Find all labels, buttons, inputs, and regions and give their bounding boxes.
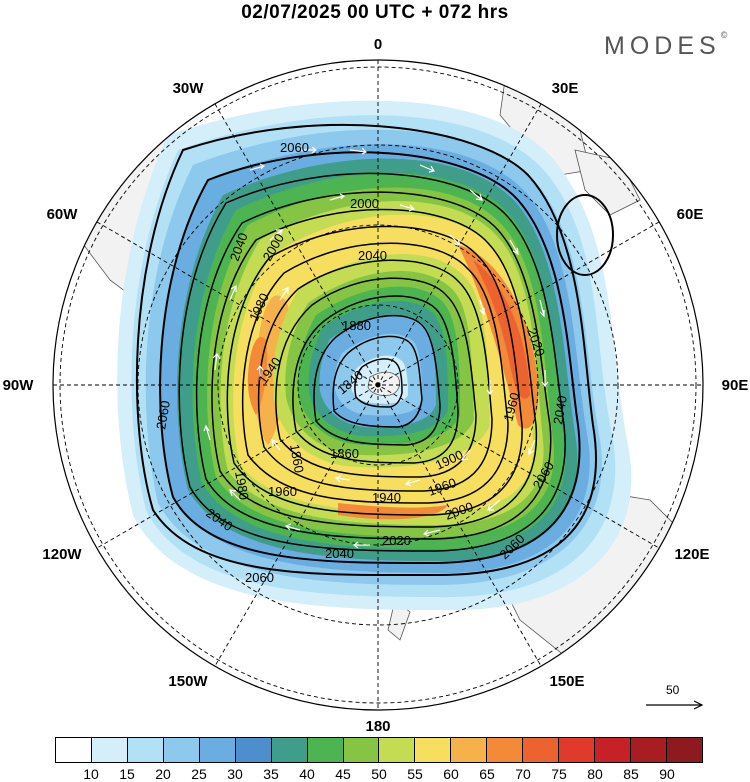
right-arrow-icon	[646, 700, 704, 710]
contour-label: 2020	[382, 533, 411, 548]
lon-label-30e: 30E	[552, 80, 579, 97]
closed-contour-60e	[556, 194, 614, 276]
reference-vector-label: 50	[666, 683, 680, 697]
colorbar-cell	[56, 738, 92, 762]
lon-label-0: 0	[374, 36, 382, 53]
colorbar-label: 65	[479, 766, 495, 782]
colorbar-cell	[595, 738, 631, 762]
lon-label-90e: 90E	[722, 377, 749, 394]
longitude-labels: 0 30E 60E 90E 120E 150E 180 150W 120W 90…	[3, 36, 749, 735]
contour-label: 2060	[153, 399, 173, 430]
colorbar-cell	[235, 738, 272, 762]
africa-south-land	[574, 149, 641, 216]
contour-label: 1860	[330, 446, 359, 461]
colorbar-cell	[523, 738, 560, 762]
lon-label-60w: 60W	[47, 206, 79, 223]
colorbar-label: 35	[263, 766, 279, 782]
lon-label-90w: 90W	[3, 377, 35, 394]
colorbar-label: 10	[83, 766, 99, 782]
lon-label-60e: 60E	[677, 206, 704, 223]
colorbar-label: 70	[515, 766, 531, 782]
contour-label: 2040	[358, 248, 387, 263]
lon-label-150w: 150W	[168, 673, 208, 690]
map-boundary	[52, 59, 704, 711]
lon-label-30w: 30W	[173, 80, 205, 97]
contour-label: 1980	[232, 470, 252, 501]
colorbar-label: 90	[659, 766, 675, 782]
colorbar-label: 80	[587, 766, 603, 782]
colorbar-label: 55	[407, 766, 423, 782]
lon-label-120w: 120W	[42, 546, 82, 563]
brand-text: MODES	[604, 32, 721, 60]
colorbar-cell	[379, 738, 416, 762]
colorbar-cell	[666, 738, 702, 762]
colorbar-cell	[307, 738, 344, 762]
colorbar-label: 50	[371, 766, 387, 782]
colorbar-cell	[343, 738, 380, 762]
height-contours	[135, 123, 597, 577]
contour-label: 1860	[287, 443, 307, 474]
pole-marker	[375, 382, 381, 388]
colorbar-label: 15	[119, 766, 135, 782]
contour-label: 2060	[245, 570, 274, 585]
map-title: 02/07/2025 00 UTC + 072 hrs	[241, 2, 509, 23]
colorbar-label: 85	[623, 766, 639, 782]
colorbar-label: 20	[155, 766, 171, 782]
wind-vectors	[203, 146, 549, 549]
colorbar-label: 60	[443, 766, 459, 782]
lon-label-120e: 120E	[674, 546, 709, 563]
colorbar-label: 30	[227, 766, 243, 782]
colorbar-labels: 10 15 20 25 30 35 40 45 50 55 60 65 70 75 80 85 90	[55, 766, 703, 782]
colorbar-label: 40	[299, 766, 315, 782]
contour-label: 1940	[372, 490, 401, 505]
polar-map: 0 30E 60E 90E 120E 150E 180 150W 120W 90…	[3, 36, 749, 735]
lon-label-180: 180	[365, 718, 390, 735]
colorbar-cell	[127, 738, 164, 762]
colorbar-label: 75	[551, 766, 567, 782]
contour-label: 2040	[325, 546, 354, 561]
brand-mark: ©	[720, 30, 728, 40]
contour-label: 2040	[550, 394, 570, 425]
colorbar-cell	[559, 738, 596, 762]
colorbar-cell	[415, 738, 452, 762]
contour-label: 2000	[350, 196, 379, 211]
brand-logo: MODES©	[604, 30, 728, 61]
colorbar-label: 45	[335, 766, 351, 782]
colorbar-cell	[631, 738, 667, 762]
colorbar-cell	[487, 738, 524, 762]
colorbar-cell	[451, 738, 488, 762]
contour-label: 1960	[268, 484, 297, 499]
colorbar	[55, 737, 703, 763]
contour-label: 1960	[500, 391, 522, 423]
colorbar-label: 25	[191, 766, 207, 782]
lon-label-150e: 150E	[549, 673, 584, 690]
contour-label: 1880	[342, 318, 371, 333]
colorbar-cell	[199, 738, 236, 762]
colorbar-cell	[91, 738, 128, 762]
colorbar-cell	[271, 738, 308, 762]
contour-label: 2060	[280, 140, 309, 155]
colorbar-cell	[163, 738, 200, 762]
